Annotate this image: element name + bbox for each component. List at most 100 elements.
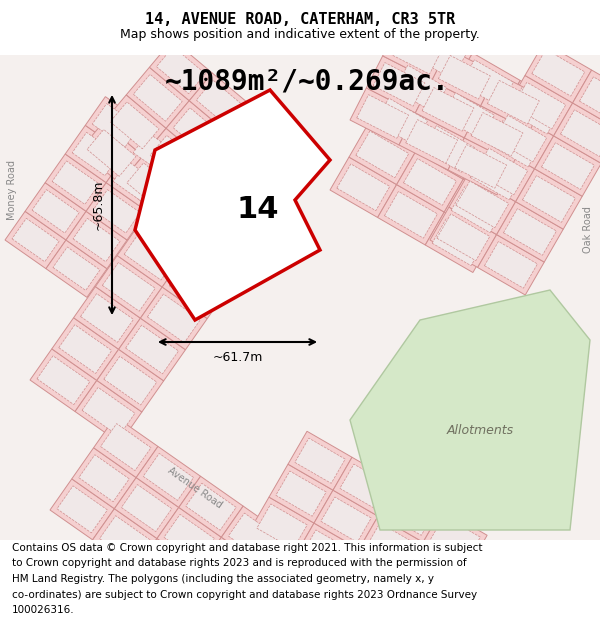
Polygon shape <box>79 455 129 502</box>
Polygon shape <box>257 504 307 549</box>
Polygon shape <box>269 464 333 523</box>
Polygon shape <box>124 231 177 280</box>
Polygon shape <box>206 544 257 591</box>
Polygon shape <box>37 356 90 404</box>
Polygon shape <box>5 211 66 269</box>
Polygon shape <box>103 262 155 311</box>
Polygon shape <box>449 174 515 234</box>
Polygon shape <box>455 144 506 188</box>
Polygon shape <box>126 126 187 182</box>
Polygon shape <box>45 154 106 211</box>
Polygon shape <box>250 497 314 556</box>
Polygon shape <box>525 42 592 103</box>
Polygon shape <box>288 431 352 490</box>
Polygon shape <box>523 176 575 222</box>
Polygon shape <box>92 104 139 147</box>
Polygon shape <box>367 56 431 113</box>
Text: Avenue Road: Avenue Road <box>166 466 224 511</box>
Polygon shape <box>149 40 212 101</box>
Polygon shape <box>121 484 172 531</box>
Polygon shape <box>87 129 136 176</box>
Polygon shape <box>394 65 447 112</box>
Polygon shape <box>411 549 461 594</box>
Polygon shape <box>383 24 448 81</box>
Polygon shape <box>368 91 434 152</box>
Polygon shape <box>404 542 468 601</box>
Polygon shape <box>356 131 409 178</box>
Polygon shape <box>385 575 449 625</box>
Polygon shape <box>189 73 252 134</box>
Polygon shape <box>160 189 223 250</box>
Polygon shape <box>276 471 326 516</box>
Polygon shape <box>375 98 428 145</box>
Polygon shape <box>229 513 279 560</box>
Polygon shape <box>430 516 481 561</box>
Polygon shape <box>389 31 442 74</box>
Polygon shape <box>164 514 214 561</box>
Polygon shape <box>139 193 206 256</box>
Polygon shape <box>560 110 600 156</box>
Polygon shape <box>416 119 482 179</box>
Polygon shape <box>32 189 79 233</box>
Polygon shape <box>439 56 490 99</box>
Polygon shape <box>179 476 243 538</box>
Polygon shape <box>475 148 528 195</box>
Polygon shape <box>506 76 572 136</box>
Polygon shape <box>101 424 151 471</box>
Polygon shape <box>337 164 390 211</box>
Polygon shape <box>178 568 242 625</box>
Polygon shape <box>423 509 487 568</box>
Polygon shape <box>350 88 415 145</box>
Polygon shape <box>106 154 167 211</box>
Polygon shape <box>110 102 159 149</box>
Polygon shape <box>349 124 416 184</box>
Polygon shape <box>93 189 140 233</box>
Polygon shape <box>125 325 179 374</box>
Polygon shape <box>136 446 200 508</box>
Polygon shape <box>442 92 494 139</box>
Polygon shape <box>508 88 561 134</box>
Polygon shape <box>357 94 409 138</box>
Polygon shape <box>200 538 264 598</box>
Polygon shape <box>72 132 119 176</box>
Polygon shape <box>403 159 457 205</box>
Polygon shape <box>397 152 463 212</box>
Polygon shape <box>321 497 371 542</box>
Text: HM Land Registry. The polygons (including the associated geometry, namely x, y: HM Land Registry. The polygons (includin… <box>12 574 434 584</box>
Polygon shape <box>59 325 112 374</box>
Polygon shape <box>359 516 423 575</box>
Polygon shape <box>366 523 416 568</box>
Polygon shape <box>75 381 142 443</box>
Polygon shape <box>430 207 497 268</box>
Polygon shape <box>422 88 474 131</box>
Polygon shape <box>347 556 397 601</box>
Polygon shape <box>415 81 481 138</box>
Text: Map shows position and indicative extent of the property.: Map shows position and indicative extent… <box>120 28 480 41</box>
Polygon shape <box>150 136 199 182</box>
Polygon shape <box>183 162 246 222</box>
Polygon shape <box>85 97 146 154</box>
Polygon shape <box>515 169 582 229</box>
Polygon shape <box>399 113 464 170</box>
Polygon shape <box>482 113 549 174</box>
Polygon shape <box>50 479 115 540</box>
Polygon shape <box>481 74 546 131</box>
Polygon shape <box>52 161 99 204</box>
Polygon shape <box>484 241 538 288</box>
Text: 100026316.: 100026316. <box>12 606 74 616</box>
Polygon shape <box>532 49 585 96</box>
Polygon shape <box>86 182 147 240</box>
Polygon shape <box>140 287 207 350</box>
Polygon shape <box>460 60 514 106</box>
Polygon shape <box>432 219 485 266</box>
Polygon shape <box>143 453 194 501</box>
Polygon shape <box>489 120 542 167</box>
Polygon shape <box>100 516 150 562</box>
Polygon shape <box>82 388 135 436</box>
Polygon shape <box>406 26 473 86</box>
Polygon shape <box>157 508 221 568</box>
Polygon shape <box>186 483 236 530</box>
Polygon shape <box>478 234 544 295</box>
Polygon shape <box>302 530 352 575</box>
Polygon shape <box>103 95 166 156</box>
